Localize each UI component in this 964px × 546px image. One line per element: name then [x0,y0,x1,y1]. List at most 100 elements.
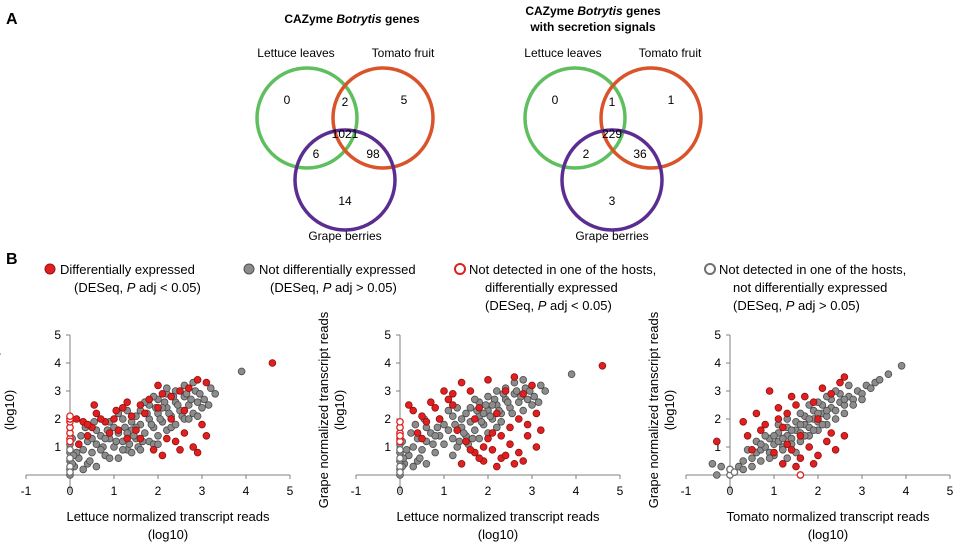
point-not-de [488,401,497,409]
x-tick-label: 1 [771,484,778,498]
legend-nd-de-line2: differentially expressed [485,280,618,295]
legend-nd-not-de-line1: Not detected in one of the hosts, [719,262,906,277]
point-not-de [844,381,853,390]
venn-2-region-grape-only: 3 [609,194,616,208]
point-de [475,403,484,412]
point-not-de [497,417,506,426]
scatter-plot-lettuce-vs-grape: -1 0 1 2 3 4 5 1 2 3 4 5 Lettuce normalized transcri… [316,311,624,542]
point-de [466,387,475,395]
point-de [413,429,422,437]
point-de [761,420,769,429]
point-not-de [407,429,415,437]
point-de [756,426,765,435]
point-de [783,440,791,449]
point-de [809,398,818,407]
point-not-de [411,420,420,429]
x-tick-label: 3 [199,484,206,498]
point-not-de [567,370,576,379]
venn-1-circle-tomato [331,66,435,170]
point-not-de [237,367,246,376]
point-de [470,415,479,423]
legend-nd-de-line3: (DESeq, P adj < 0.05) [485,298,612,313]
legend-item-nd-not-de: Not detected in one of the hosts, not di… [704,262,906,313]
point-not-de [783,454,791,463]
point-not-de [444,426,453,435]
point-de [448,401,457,409]
venn-2-label-tomato: Tomato fruit [639,46,702,60]
point-not-de [484,392,492,401]
x-axis-title-unit: (log10) [478,527,518,542]
point-not-de [156,415,165,423]
point-nd-not-de [66,468,74,477]
point-de [83,420,92,429]
point-de [119,403,127,412]
point-de [840,373,849,381]
x-tick-label: 2 [155,484,162,498]
point-not-de [409,462,418,471]
point-nd-de [66,437,74,446]
point-de [418,434,426,443]
point-not-de [457,415,466,423]
point-de [127,412,136,421]
point-de [818,384,827,393]
point-not-de [748,462,756,471]
point-nd-not-de [396,468,404,477]
point-not-de [523,395,532,404]
point-not-de [717,462,725,471]
point-nd-de [796,471,805,479]
point-not-de [805,415,813,423]
point-de [774,415,783,423]
legend-item-de: Differentially expressed (DESeq, P adj <… [44,262,201,295]
point-not-de [440,440,448,449]
y-tick-label: 2 [714,412,721,426]
x-tick-label: 3 [859,484,866,498]
point-not-de [492,387,501,395]
legend-item-not-de: Not differentially expressed (DESeq, P a… [243,262,416,295]
point-not-de [770,431,778,440]
point-de [506,440,514,449]
x-axis-title: Lettuce normalized transcript reads [396,509,600,524]
point-de [448,389,457,398]
point-de [514,415,523,423]
point-not-de [154,431,162,440]
point-nd-de [396,417,404,426]
point-de [532,443,541,451]
point-de [462,437,470,446]
point-not-de [415,454,424,463]
point-de [193,375,202,384]
legend-marker-de [44,263,56,275]
point-de [193,448,202,457]
point-not-de [475,434,484,443]
point-de [488,445,497,454]
point-de [440,387,448,395]
point-not-de [822,406,831,415]
point-de [827,429,835,437]
x-tick-label: -1 [21,484,32,498]
x-tick-label: 2 [815,484,822,498]
point-not-de [778,445,787,454]
point-not-de [196,389,204,398]
point-not-de [897,361,906,370]
point-de [145,395,154,404]
venn-2-region-all: 229 [602,127,622,141]
legend-nd-not-de-line2: not differentially expressed [733,280,887,295]
point-de [492,409,501,418]
x-tick-label: 1 [111,484,118,498]
point-de [519,389,527,398]
point-not-de [849,401,857,409]
x-tick-label: -1 [681,484,692,498]
legend-marker-not-de [243,263,255,275]
legend: Differentially expressed (DESeq, P adj <… [44,262,906,313]
point-not-de [207,384,215,393]
venn-1-region-lettuce-only: 0 [284,93,291,107]
y-axis-title: Grape normalized transcript reads [316,311,331,508]
point-not-de [739,465,747,474]
point-not-de [198,403,206,412]
point-de [783,409,791,418]
point-not-de [171,420,180,429]
y-tick-label: 1 [714,440,721,454]
y-tick-label: 4 [54,356,61,370]
y-tick-label: 3 [54,384,61,398]
point-de [92,409,101,418]
venn-2-title-line2: with secretion signals [529,20,656,34]
